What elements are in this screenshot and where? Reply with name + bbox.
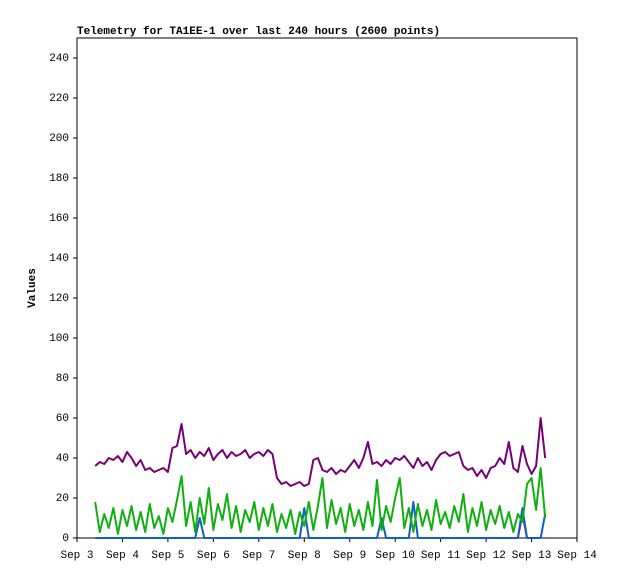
x-tick-label: Sep 3: [60, 550, 93, 562]
y-tick-label: 80: [56, 373, 69, 385]
x-tick-label: Sep 14: [557, 550, 597, 562]
y-tick-label: 0: [62, 533, 69, 545]
y-tick-label: 240: [49, 53, 69, 65]
y-tick-label: 200: [49, 133, 69, 145]
series-line: [94, 417, 547, 487]
y-tick-label: 140: [49, 253, 69, 265]
y-axis-label: Values: [27, 268, 39, 308]
y-tick-label: 100: [49, 333, 69, 345]
x-tick-label: Sep 8: [288, 550, 321, 562]
chart-title: Telemetry for TA1EE-1 over last 240 hour…: [77, 26, 440, 38]
x-tick-label: Sep 7: [242, 550, 275, 562]
series-line: [95, 501, 547, 539]
x-tick-label: Sep 9: [333, 550, 366, 562]
x-tick-label: Sep 5: [151, 550, 184, 562]
y-tick-label: 20: [56, 493, 69, 505]
series-line: [94, 467, 547, 535]
x-tick-label: Sep 4: [106, 550, 139, 562]
y-tick-label: 120: [49, 293, 69, 305]
x-tick-label: Sep 11: [421, 550, 461, 562]
x-tick-label: Sep 6: [197, 550, 230, 562]
x-tick-label: Sep 13: [512, 550, 552, 562]
y-tick-label: 60: [56, 413, 69, 425]
x-tick-label: Sep 10: [375, 550, 415, 562]
x-tick-label: Sep 12: [466, 550, 506, 562]
y-tick-label: 40: [56, 453, 69, 465]
y-tick-label: 220: [49, 93, 69, 105]
y-tick-label: 160: [49, 213, 69, 225]
y-tick-label: 180: [49, 173, 69, 185]
